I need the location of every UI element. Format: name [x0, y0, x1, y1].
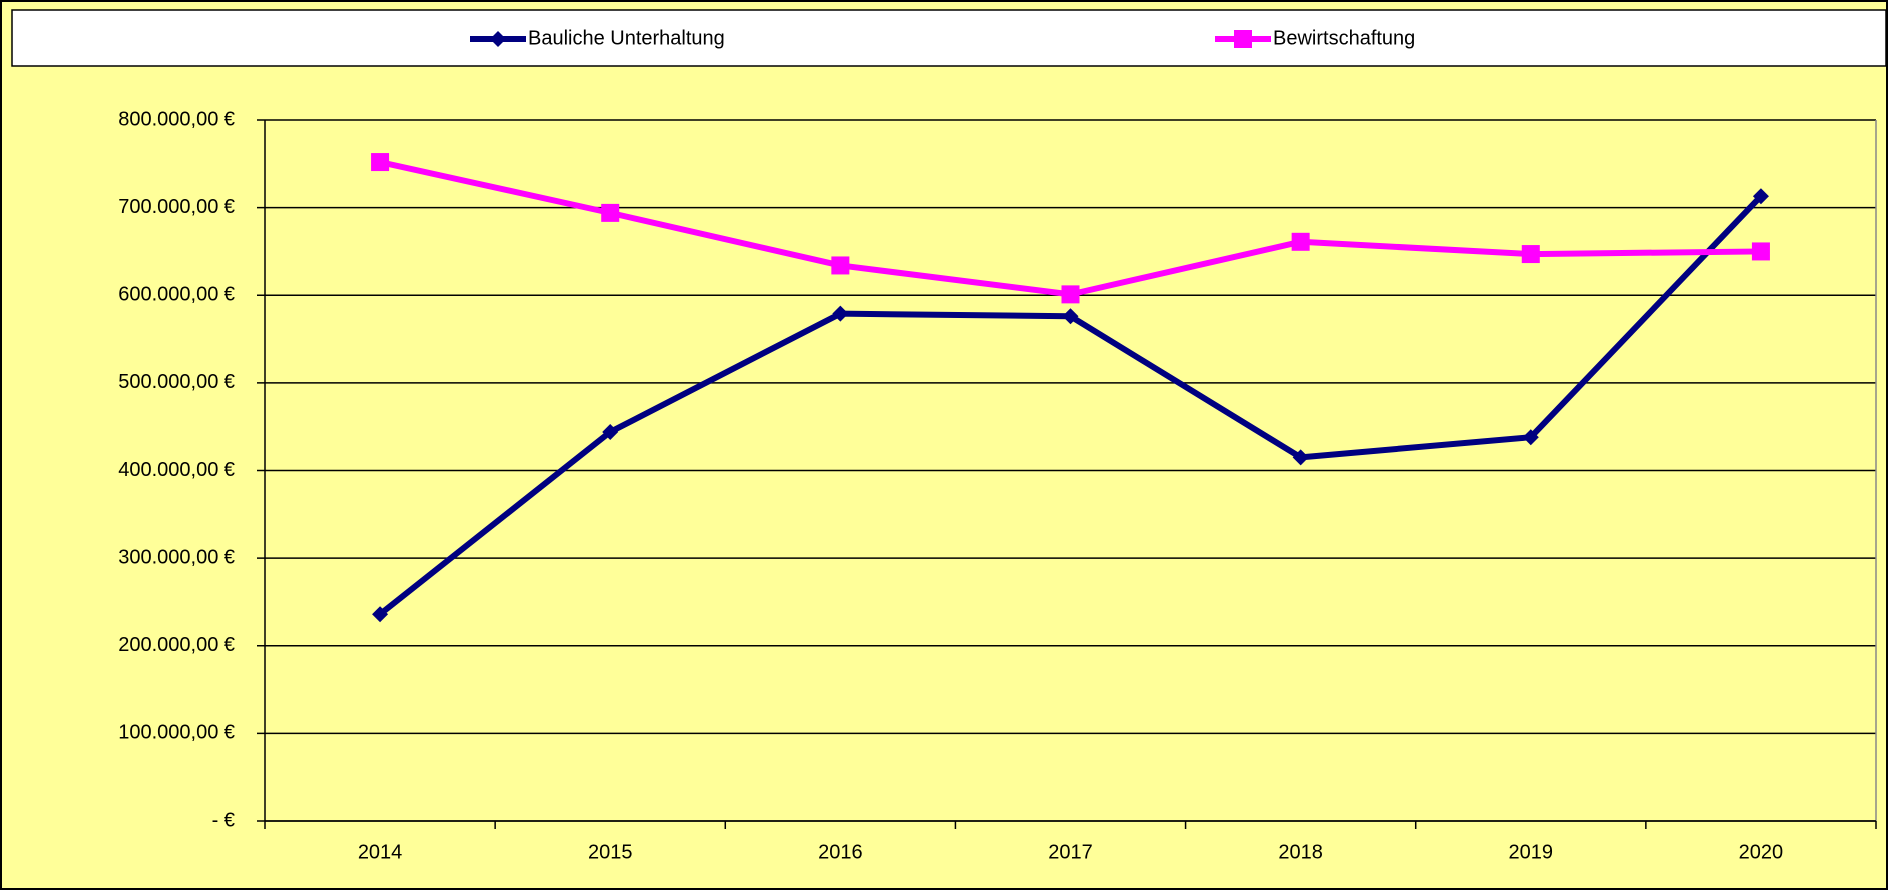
- y-tick-label: 800.000,00 €: [118, 108, 235, 130]
- x-tick-label: 2017: [1048, 841, 1093, 863]
- y-tick-label: 700.000,00 €: [118, 196, 235, 218]
- data-point: [1291, 232, 1310, 251]
- data-point: [372, 606, 389, 623]
- x-tick-label: 2015: [588, 841, 633, 863]
- x-tick-label: 2014: [358, 841, 403, 863]
- data-point: [601, 203, 620, 222]
- y-tick-label: 300.000,00 €: [118, 546, 235, 568]
- data-point: [1752, 188, 1769, 205]
- legend-box: [11, 9, 1887, 67]
- x-tick-label: 2019: [1509, 841, 1554, 863]
- data-point: [831, 256, 850, 275]
- data-point: [832, 305, 849, 322]
- x-tick-label: 2018: [1278, 841, 1323, 863]
- x-tick-label: 2016: [818, 841, 863, 863]
- data-point: [1062, 308, 1079, 325]
- data-point: [1522, 429, 1539, 446]
- y-tick-label: 200.000,00 €: [118, 634, 235, 656]
- y-tick-label: 400.000,00 €: [118, 459, 235, 481]
- data-point: [1292, 449, 1309, 466]
- legend-marker: [490, 31, 506, 47]
- data-point: [1751, 242, 1770, 261]
- legend-label: Bauliche Unterhaltung: [528, 27, 725, 49]
- y-tick-label: 500.000,00 €: [118, 371, 235, 393]
- legend-marker: [1234, 30, 1252, 48]
- data-point: [1521, 245, 1540, 264]
- y-tick-label: - €: [212, 809, 235, 831]
- data-point: [371, 153, 390, 172]
- x-tick-label: 2020: [1739, 841, 1784, 863]
- data-point: [1061, 285, 1080, 304]
- y-tick-label: 100.000,00 €: [118, 722, 235, 744]
- y-tick-label: 600.000,00 €: [118, 284, 235, 306]
- legend-label: Bewirtschaftung: [1273, 27, 1415, 49]
- data-point: [602, 423, 619, 440]
